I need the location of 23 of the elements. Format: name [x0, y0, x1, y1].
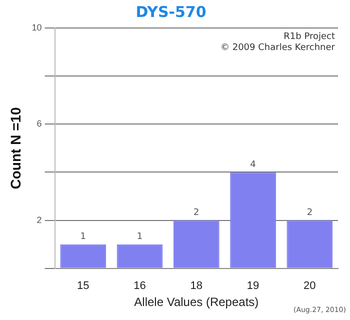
- bar: [286, 220, 333, 268]
- x-tick-label: 19: [246, 280, 260, 292]
- data-label: 1: [80, 232, 86, 242]
- x-tick-label: 15: [77, 280, 90, 292]
- bar: [173, 220, 220, 268]
- x-tick-label: 20: [304, 280, 316, 292]
- y-tick-label: 10: [32, 22, 42, 32]
- data-label: 1: [136, 232, 143, 242]
- y-tick-label: 2: [36, 214, 42, 225]
- annotation: R1b Project: [284, 32, 336, 42]
- bar: [116, 244, 163, 268]
- data-label: 2: [194, 208, 200, 218]
- x-tick-label: 16: [134, 280, 146, 292]
- bar: [230, 172, 276, 268]
- x-axis-title: Allele Values (Repeats): [134, 295, 259, 310]
- y-axis-title: Count N =10: [7, 106, 24, 190]
- data-label: 4: [250, 160, 256, 170]
- annotation: © 2009 Charles Kerchner: [220, 42, 336, 53]
- x-tick-label: 18: [190, 280, 203, 292]
- data-label: 2: [306, 208, 313, 218]
- y-tick-label: 6: [36, 118, 42, 129]
- chart-title: DYS-570: [136, 2, 206, 21]
- bar: [60, 244, 106, 268]
